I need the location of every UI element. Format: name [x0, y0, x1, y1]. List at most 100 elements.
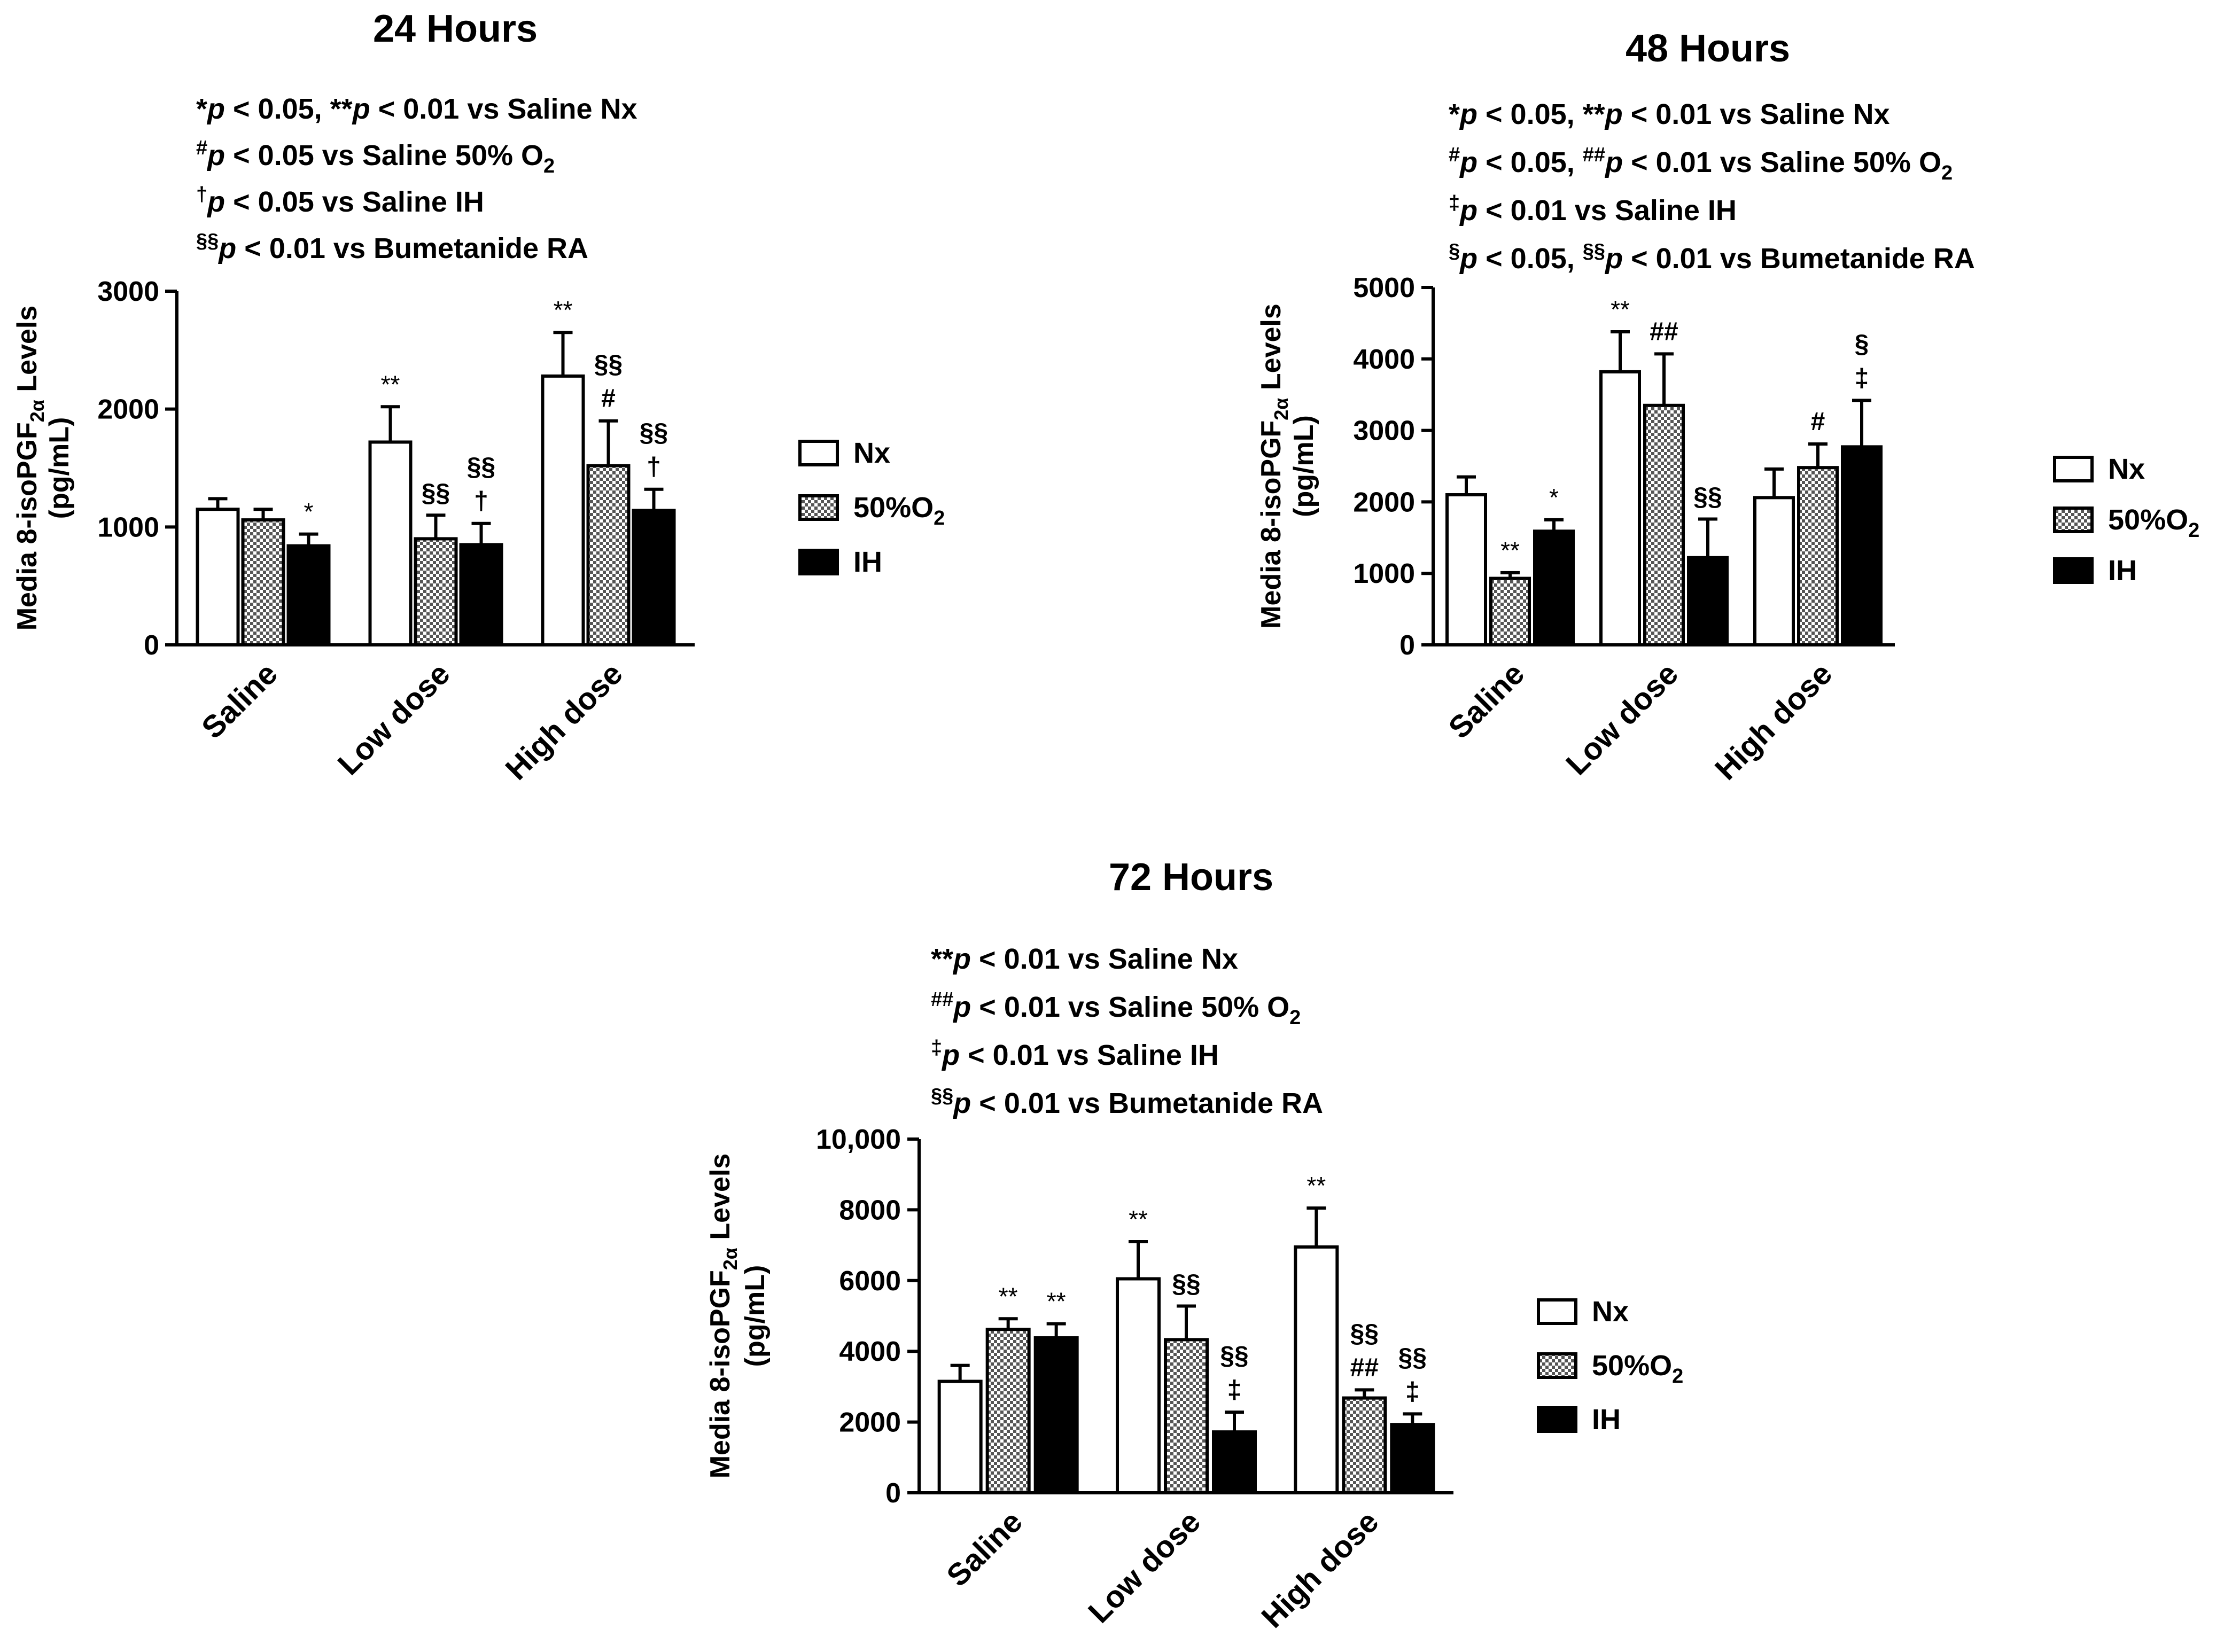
note-segment: p [217, 232, 236, 264]
note-segment: ‡ [931, 1037, 942, 1059]
note-segment: < 0.01 vs Saline IH [1478, 194, 1737, 227]
chart-title: 24 Hours [373, 7, 538, 50]
note-segment: 2 [1289, 1007, 1301, 1029]
note-segment: p [206, 93, 225, 125]
legend-label-text: Nx [2108, 453, 2145, 485]
note-segment: < 0.05 vs Saline 50% O [225, 139, 543, 172]
category-label: Low dose [1082, 1504, 1207, 1630]
note-segment: p [1459, 194, 1478, 227]
note-segment: §§ [931, 1085, 953, 1107]
bar-nx [1753, 496, 1795, 646]
y-tick-label: 1000 [1353, 558, 1415, 589]
bar-nx [1294, 1245, 1339, 1494]
y-tick-label: 0 [144, 630, 159, 661]
significance-mark: §§ [1220, 1342, 1248, 1370]
significance-mark: ## [1650, 317, 1678, 346]
note-segment: p [1604, 98, 1623, 130]
significance-mark: ** [1307, 1172, 1326, 1199]
y-tick-label: 6000 [839, 1266, 901, 1297]
note-segment: < 0.01 vs Saline Nx [370, 93, 637, 125]
bar-nx [937, 1380, 983, 1494]
legend-label: 50%O2 [1592, 1350, 1683, 1388]
y-axis-title: Media 8-isoPGF2α Levels [1256, 303, 1292, 629]
chart-title: 72 Hours [1109, 856, 1273, 899]
legend-swatch [2053, 557, 2094, 584]
note-segment: ‡ [1449, 192, 1460, 214]
bar-ih [459, 543, 503, 647]
bar-ih [1212, 1430, 1257, 1494]
bar-ih [1033, 1336, 1079, 1494]
legend-label: Nx [2108, 453, 2145, 485]
significance-note: §§p < 0.01 vs Bumetanide RA [196, 230, 588, 264]
significance-mark: § [1855, 330, 1869, 358]
legend-label-sub: 2 [1672, 1365, 1683, 1388]
note-segment: < 0.05, ** [225, 93, 353, 125]
y-axis-title-sub: 2α [26, 400, 48, 422]
significance-mark: † [647, 453, 661, 481]
significance-mark: † [474, 487, 488, 516]
category-label: High dose [1708, 656, 1839, 786]
legend-label-text: Nx [853, 437, 890, 469]
category-label: Saline [1442, 656, 1531, 745]
significance-mark: §§ [467, 453, 495, 481]
y-axis-title-part: Levels [705, 1154, 736, 1248]
note-segment: p [1604, 243, 1623, 275]
significance-mark: §§ [1172, 1269, 1200, 1298]
category-label: High dose [499, 656, 629, 786]
note-segment: p [1459, 146, 1478, 178]
bar-nx [1116, 1277, 1161, 1494]
y-tick-label: 4000 [839, 1336, 901, 1367]
note-segment: § [1449, 240, 1460, 262]
bar-50o2 [414, 537, 458, 647]
significance-note: ‡p < 0.01 vs Saline IH [1449, 192, 1737, 227]
significance-mark: * [1549, 484, 1559, 511]
significance-note: **p < 0.01 vs Saline Nx [931, 943, 1238, 975]
note-segment: p [206, 139, 225, 172]
note-segment: * [1449, 98, 1460, 130]
note-segment: < 0.01 vs Saline Nx [1623, 98, 1890, 130]
legend-swatch [2053, 456, 2094, 482]
note-segment: < 0.01 vs Saline 50% O [971, 991, 1289, 1023]
note-segment: # [1449, 144, 1460, 166]
legend-label: Nx [853, 437, 890, 469]
significance-mark: * [304, 498, 314, 526]
significance-mark: §§ [1398, 1343, 1427, 1372]
bar-ih [1687, 556, 1729, 647]
significance-note: #p < 0.05 vs Saline 50% O2 [196, 137, 555, 177]
significance-mark: ** [381, 370, 400, 398]
category-label: Saline [940, 1504, 1029, 1593]
significance-mark: §§ [422, 479, 450, 507]
legend-label-text: Nx [1592, 1296, 1629, 1328]
legend-label: IH [853, 546, 882, 578]
note-segment: p [352, 93, 370, 125]
y-tick-label: 2000 [839, 1407, 901, 1438]
note-segment: §§ [196, 230, 219, 252]
legend-label-text: IH [1592, 1404, 1621, 1436]
note-segment: < 0.01 vs Bumetanide RA [236, 232, 588, 264]
category-label: High dose [1255, 1504, 1385, 1634]
note-segment: < 0.05, [1478, 146, 1583, 178]
bar-50o2 [1797, 466, 1839, 647]
note-segment: 2 [1941, 162, 1953, 184]
y-axis-unit: (pg/mL) [740, 1265, 771, 1367]
note-segment: p [952, 943, 971, 975]
legend-swatch [798, 494, 839, 521]
note-segment: < 0.01 vs Bumetanide RA [971, 1087, 1323, 1119]
note-segment: < 0.05 vs Saline IH [225, 186, 484, 218]
y-tick-label: 3000 [97, 276, 159, 307]
legend-label-text: IH [853, 546, 882, 578]
significance-mark: ## [1350, 1353, 1379, 1382]
y-tick-label: 4000 [1353, 344, 1415, 375]
note-segment: ## [1583, 144, 1605, 166]
legend-label-text: IH [2108, 555, 2137, 587]
significance-note: ‡p < 0.01 vs Saline IH [931, 1037, 1219, 1071]
legend-label-text: 50%O [1592, 1350, 1672, 1382]
legend-swatch [798, 549, 839, 575]
y-axis-unit: (pg/mL) [1288, 415, 1319, 517]
note-segment: ** [931, 943, 953, 975]
legend-label: Nx [1592, 1296, 1629, 1328]
significance-note: §p < 0.05, §§p < 0.01 vs Bumetanide RA [1449, 240, 1975, 275]
significance-mark: ** [1500, 536, 1520, 564]
panel-48-hours: 48 Hours*p < 0.05, **p < 0.01 vs Saline … [1256, 27, 2199, 786]
